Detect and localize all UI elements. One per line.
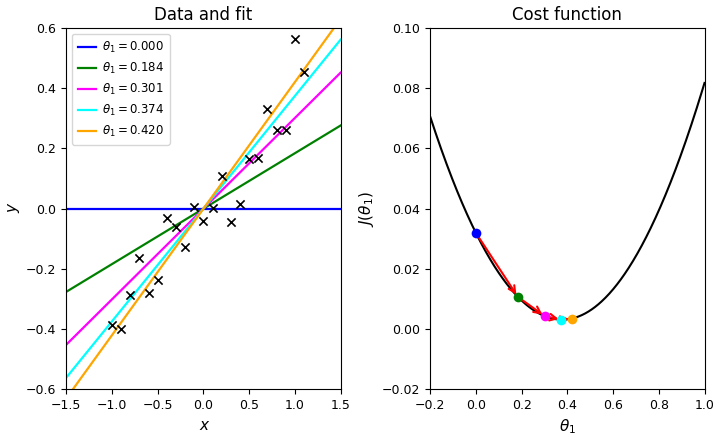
- $\theta_1 = 0.374$: [310, 69, 319, 74]
- $\theta_1 = 0.184$: [230, 187, 238, 193]
- $\theta_1 = 0.374$: [225, 175, 233, 180]
- Point: [179, 244, 191, 251]
- $\theta_1 = 0.301$: [225, 180, 234, 185]
- Point: [280, 127, 292, 134]
- Point: [161, 214, 173, 221]
- Point: [207, 205, 218, 212]
- Title: Data and fit: Data and fit: [154, 6, 253, 23]
- Legend: $\theta_1 = 0.000$, $\theta_1 = 0.184$, $\theta_1 = 0.301$, $\theta_1 = 0.374$, : $\theta_1 = 0.000$, $\theta_1 = 0.184$, …: [72, 34, 170, 145]
- Point: [271, 126, 282, 133]
- Line: $\theta_1 = 0.374$: $\theta_1 = 0.374$: [66, 40, 341, 378]
- $\theta_1 = 0.420$: [230, 164, 238, 169]
- $\theta_1 = 0.184$: [63, 289, 71, 294]
- $\theta_1 = 0.000$: [230, 206, 238, 211]
- Point: [289, 36, 301, 43]
- $\theta_1 = 0.184$: [225, 191, 233, 196]
- $\theta_1 = 0.374$: [63, 374, 71, 379]
- Point: [134, 255, 145, 262]
- Point: [106, 321, 117, 328]
- Title: Cost function: Cost function: [513, 6, 622, 23]
- $\theta_1 = 0.301$: [63, 341, 71, 347]
- Point: [152, 276, 163, 283]
- $\theta_1 = 0.374$: [230, 168, 238, 173]
- $\theta_1 = 0.301$: [293, 113, 302, 118]
- $\theta_1 = 0.374$: [225, 174, 234, 179]
- Point: [143, 289, 154, 296]
- $\theta_1 = 0.184$: [293, 149, 302, 154]
- Line: $\theta_1 = 0.184$: $\theta_1 = 0.184$: [66, 126, 341, 292]
- $\theta_1 = 0.420$: [225, 170, 234, 175]
- X-axis label: $\theta_1$: $\theta_1$: [559, 418, 576, 436]
- X-axis label: x: x: [199, 418, 208, 433]
- Y-axis label: y: y: [6, 204, 21, 213]
- $\theta_1 = 0.374$: [62, 375, 71, 381]
- Point: [225, 218, 237, 225]
- $\theta_1 = 0.000$: [225, 206, 234, 211]
- $\theta_1 = 0.420$: [336, 16, 345, 22]
- $\theta_1 = 0.420$: [62, 396, 71, 401]
- $\theta_1 = 0.420$: [63, 395, 71, 400]
- Line: $\theta_1 = 0.301$: $\theta_1 = 0.301$: [66, 72, 341, 345]
- $\theta_1 = 0.301$: [62, 342, 71, 347]
- $\theta_1 = 0.000$: [62, 206, 71, 211]
- Line: $\theta_1 = 0.420$: $\theta_1 = 0.420$: [66, 19, 341, 399]
- Point: [170, 223, 181, 230]
- $\theta_1 = 0.184$: [336, 123, 345, 128]
- $\theta_1 = 0.374$: [336, 37, 345, 42]
- $\theta_1 = 0.301$: [225, 181, 233, 187]
- Y-axis label: $J(\theta_1)$: $J(\theta_1)$: [357, 191, 377, 227]
- $\theta_1 = 0.000$: [310, 206, 319, 211]
- Point: [261, 106, 273, 113]
- $\theta_1 = 0.420$: [310, 52, 319, 57]
- Point: [125, 291, 136, 298]
- Point: [216, 173, 228, 180]
- $\theta_1 = 0.301$: [310, 95, 319, 101]
- $\theta_1 = 0.000$: [336, 206, 345, 211]
- $\theta_1 = 0.000$: [225, 206, 233, 211]
- Point: [253, 155, 264, 162]
- Point: [189, 203, 200, 210]
- Point: [243, 156, 255, 163]
- Point: [115, 325, 127, 332]
- $\theta_1 = 0.184$: [310, 138, 319, 144]
- Point: [197, 218, 209, 225]
- $\theta_1 = 0.184$: [62, 289, 71, 294]
- $\theta_1 = 0.000$: [63, 206, 71, 211]
- $\theta_1 = 0.184$: [225, 190, 234, 195]
- Point: [298, 69, 310, 76]
- $\theta_1 = 0.420$: [293, 76, 302, 81]
- $\theta_1 = 0.374$: [293, 90, 302, 95]
- $\theta_1 = 0.301$: [230, 175, 238, 181]
- $\theta_1 = 0.420$: [225, 171, 233, 176]
- Point: [234, 200, 246, 207]
- $\theta_1 = 0.000$: [293, 206, 302, 211]
- $\theta_1 = 0.301$: [336, 70, 345, 75]
